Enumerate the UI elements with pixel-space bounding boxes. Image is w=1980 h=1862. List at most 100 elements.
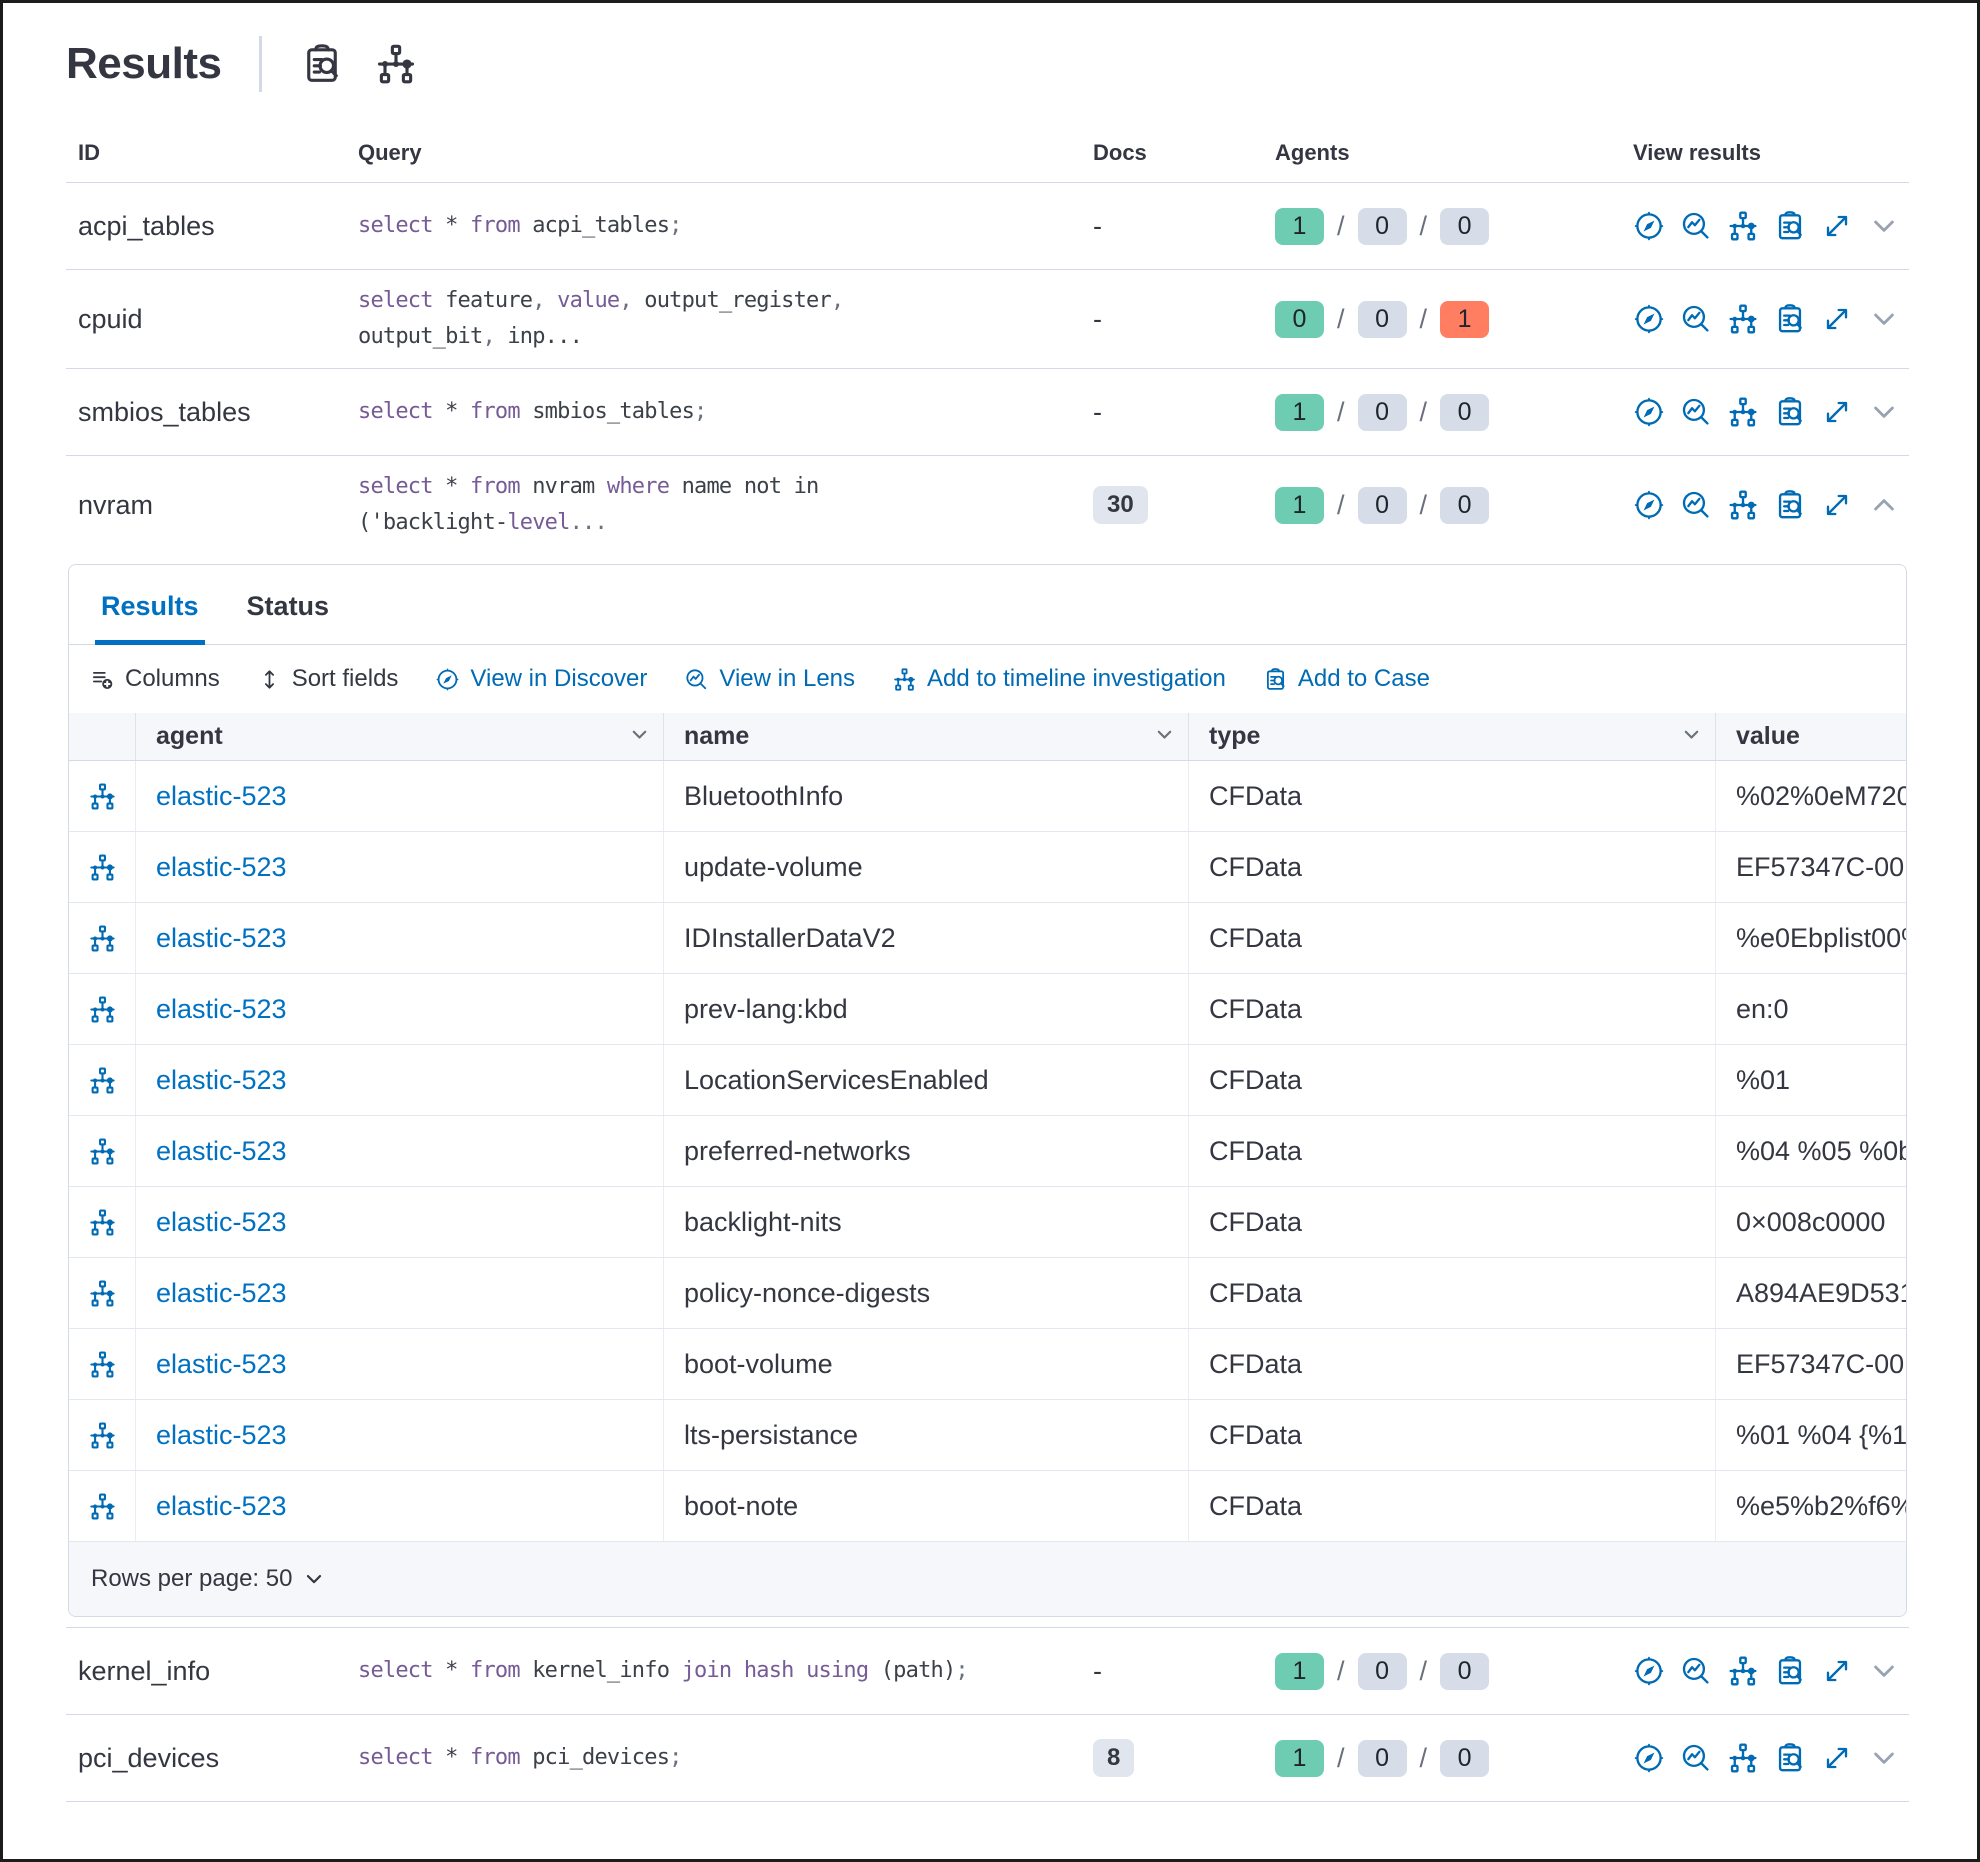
view-in-lens-button[interactable] [1680, 1655, 1712, 1687]
view-in-discover-button[interactable] [1633, 210, 1665, 242]
rows-per-page-control[interactable]: Rows per page: 50 [69, 1542, 1906, 1616]
view-in-discover-button[interactable] [1633, 489, 1665, 521]
agent-link[interactable]: elastic-523 [156, 1206, 287, 1237]
column-header-docs: Docs [1093, 140, 1147, 165]
toggle-row-chevron[interactable] [1868, 1655, 1900, 1687]
agent-link[interactable]: elastic-523 [156, 922, 287, 953]
sort-fields-button[interactable]: Sort fields [258, 665, 398, 693]
add-to-timeline-button[interactable] [1727, 303, 1759, 335]
result-value: 0×008c0000 [1736, 1206, 1886, 1237]
view-in-discover-button[interactable] [1633, 396, 1665, 428]
expand-icon[interactable] [1821, 210, 1853, 242]
view-results-actions [1621, 210, 1909, 242]
result-type: CFData [1189, 761, 1716, 831]
add-to-timeline-button[interactable] [1727, 489, 1759, 521]
agent-link[interactable]: elastic-523 [156, 851, 287, 882]
view-in-lens-button[interactable] [1680, 489, 1712, 521]
view-in-discover-button[interactable] [1633, 1742, 1665, 1774]
agent-link[interactable]: elastic-523 [156, 1135, 287, 1166]
queries-table-header: ID Query Docs Agents View results [66, 123, 1909, 183]
add-to-case-button[interactable]: Add to Case [1264, 665, 1430, 693]
add-to-timeline-button[interactable] [1727, 210, 1759, 242]
grid-toolbar: Columns Sort fields View in Discover Vie… [69, 645, 1906, 713]
add-to-case-button[interactable] [1774, 210, 1806, 242]
columns-label: Columns [125, 665, 220, 692]
toggle-row-chevron[interactable] [1868, 489, 1900, 521]
grid-header-name[interactable]: name [664, 713, 1189, 760]
add-row-to-timeline-icon[interactable] [69, 1258, 136, 1328]
timeline-icon[interactable] [374, 42, 418, 86]
add-row-to-timeline-icon[interactable] [69, 1187, 136, 1257]
header-divider [259, 36, 263, 92]
column-header-view-results: View results [1633, 140, 1761, 165]
result-value: %02%0eM720 [1736, 780, 1906, 811]
query-id: nvram [78, 489, 154, 520]
tab-status[interactable]: Status [246, 591, 330, 621]
view-results-actions [1621, 1655, 1909, 1687]
result-type: CFData [1189, 1116, 1716, 1186]
add-to-case-button[interactable] [1774, 303, 1806, 335]
toggle-row-chevron[interactable] [1868, 1742, 1900, 1774]
agents-status: 1/0/0 [1263, 207, 1621, 245]
expand-icon[interactable] [1821, 1655, 1853, 1687]
agent-link[interactable]: elastic-523 [156, 780, 287, 811]
add-row-to-timeline-icon[interactable] [69, 761, 136, 831]
add-row-to-timeline-icon[interactable] [69, 1329, 136, 1399]
result-value: %e0Ebplist00% [1736, 922, 1906, 953]
inspect-icon[interactable] [300, 42, 344, 86]
agent-link[interactable]: elastic-523 [156, 1490, 287, 1521]
view-in-discover-button[interactable]: View in Discover [436, 665, 647, 693]
add-to-case-button[interactable] [1774, 396, 1806, 428]
agents-status: 0/0/1 [1263, 300, 1621, 338]
result-row: elastic-523 boot-note CFData %e5%b2%f6% [69, 1471, 1906, 1542]
add-to-timeline-button[interactable] [1727, 1742, 1759, 1774]
grid-header-value[interactable]: value [1736, 722, 1800, 750]
agent-link[interactable]: elastic-523 [156, 993, 287, 1024]
add-row-to-timeline-icon[interactable] [69, 832, 136, 902]
add-to-timeline-button[interactable]: Add to timeline investigation [893, 665, 1226, 693]
add-row-to-timeline-icon[interactable] [69, 1045, 136, 1115]
toggle-row-chevron[interactable] [1868, 210, 1900, 242]
result-type: CFData [1189, 1329, 1716, 1399]
add-to-case-button[interactable] [1774, 1742, 1806, 1774]
agent-link[interactable]: elastic-523 [156, 1348, 287, 1379]
grid-header-agent[interactable]: agent [136, 713, 664, 760]
view-in-discover-button[interactable] [1633, 1655, 1665, 1687]
view-in-lens-button[interactable] [1680, 303, 1712, 335]
expand-icon[interactable] [1821, 303, 1853, 335]
expand-icon[interactable] [1821, 1742, 1853, 1774]
columns-button[interactable]: Columns [91, 665, 220, 693]
result-value: %01 %04 {%14 [1736, 1419, 1906, 1450]
view-results-actions [1621, 303, 1909, 335]
add-row-to-timeline-icon[interactable] [69, 1116, 136, 1186]
view-in-lens-button[interactable]: View in Lens [685, 665, 855, 693]
result-value: EF57347C-00 [1736, 1348, 1905, 1379]
toggle-row-chevron[interactable] [1868, 303, 1900, 335]
add-row-to-timeline-icon[interactable] [69, 974, 136, 1044]
result-name: LocationServicesEnabled [664, 1045, 1189, 1115]
expand-icon[interactable] [1821, 396, 1853, 428]
grid-header-type[interactable]: type [1189, 713, 1716, 760]
add-to-case-button[interactable] [1774, 489, 1806, 521]
view-in-lens-button[interactable] [1680, 1742, 1712, 1774]
view-in-lens-button[interactable] [1680, 396, 1712, 428]
agent-link[interactable]: elastic-523 [156, 1419, 287, 1450]
add-row-to-timeline-icon[interactable] [69, 1400, 136, 1470]
tab-results[interactable]: Results [95, 591, 205, 645]
agent-link[interactable]: elastic-523 [156, 1277, 287, 1308]
query-row: smbios_tables select * from smbios_table… [66, 369, 1909, 456]
view-in-lens-button[interactable] [1680, 210, 1712, 242]
expanded-results-panel: Results Status Columns Sort fields View … [68, 564, 1907, 1617]
expand-icon[interactable] [1821, 489, 1853, 521]
result-row: elastic-523 BluetoothInfo CFData %02%0eM… [69, 761, 1906, 832]
toggle-row-chevron[interactable] [1868, 396, 1900, 428]
result-value: EF57347C-00 [1736, 851, 1905, 882]
add-to-case-button[interactable] [1774, 1655, 1806, 1687]
add-to-timeline-button[interactable] [1727, 396, 1759, 428]
add-row-to-timeline-icon[interactable] [69, 903, 136, 973]
add-to-timeline-button[interactable] [1727, 1655, 1759, 1687]
add-row-to-timeline-icon[interactable] [69, 1471, 136, 1541]
view-in-discover-button[interactable] [1633, 303, 1665, 335]
query-row: kernel_info select * from kernel_info jo… [66, 1628, 1909, 1715]
agent-link[interactable]: elastic-523 [156, 1064, 287, 1095]
